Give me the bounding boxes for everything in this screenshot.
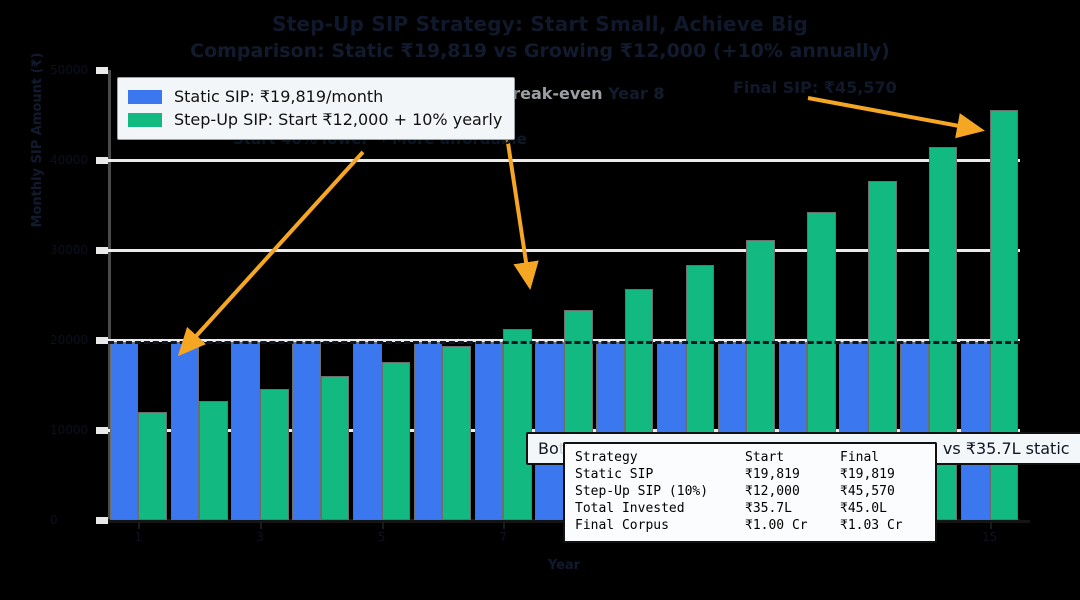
table-cell: ₹19,819 xyxy=(745,466,800,482)
gridline xyxy=(108,159,1020,162)
table-cell: ₹45,570 xyxy=(840,483,895,499)
banner-prefix: Bo xyxy=(538,439,559,458)
stats-header-final: Final xyxy=(840,450,880,465)
table-cell: ₹12,000 xyxy=(745,483,800,499)
bar-static-sip[interactable] xyxy=(109,341,139,520)
stats-table-grid: Strategy Start Final Static SIP ₹19,819 ₹1… xyxy=(575,450,925,534)
legend-swatch-stepup-icon xyxy=(128,112,162,127)
table-row: Total Invested ₹35.7L ₹45.0L xyxy=(575,501,925,518)
x-tick-mark xyxy=(138,522,141,529)
table-cell: ₹45.0L xyxy=(840,500,887,516)
stats-header-start: Start xyxy=(745,450,785,465)
bar-stepup-sip[interactable] xyxy=(442,346,471,520)
bar-static-sip[interactable] xyxy=(231,341,260,520)
bar-stepup-sip[interactable] xyxy=(260,389,289,520)
y-tick-mark xyxy=(96,67,108,74)
bar-static-sip[interactable] xyxy=(413,341,443,520)
bar-static-sip[interactable] xyxy=(474,341,504,520)
x-tick-label: 15 xyxy=(981,530,998,544)
bar-static-sip[interactable] xyxy=(535,341,564,520)
table-row: Static SIP ₹19,819 ₹19,819 xyxy=(575,467,925,484)
stats-table: Strategy Start Final Static SIP ₹19,819 ₹1… xyxy=(563,442,937,544)
x-tick-label: 5 xyxy=(377,530,386,544)
stats-header-strategy: Strategy xyxy=(575,450,638,465)
arrow-final-sip xyxy=(807,96,985,139)
x-tick-label: 7 xyxy=(499,530,508,544)
y-tick-label: 30000 xyxy=(50,243,89,257)
bar-stepup-sip[interactable] xyxy=(320,376,350,520)
y-tick-mark xyxy=(96,157,108,164)
y-tick-label: 40000 xyxy=(50,153,89,167)
stats-table-body: Static SIP ₹19,819 ₹19,819 Step-Up SIP (10%… xyxy=(575,467,925,535)
y-tick-label: 20000 xyxy=(50,333,89,347)
chart-legend: Static SIP: ₹19,819/month Step-Up SIP: S… xyxy=(117,77,516,140)
y-tick-mark xyxy=(96,337,108,344)
table-cell: Step-Up SIP (10%) xyxy=(575,483,709,499)
table-cell: Total Invested xyxy=(575,500,685,516)
y-axis-spine xyxy=(108,70,111,522)
table-cell: ₹1.03 Cr xyxy=(840,517,903,533)
breakeven-line xyxy=(108,340,1020,344)
x-tick-mark xyxy=(503,522,506,529)
table-row: Step-Up SIP (10%) ₹12,000 ₹45,570 xyxy=(575,484,925,501)
chart-title: Step-Up SIP Strategy: Start Small, Achie… xyxy=(272,12,808,36)
breakeven-text: Break-even xyxy=(500,84,603,103)
annotation-final-sip: Final SIP: ₹45,570 xyxy=(733,78,897,97)
bar-stepup-sip[interactable] xyxy=(381,361,411,520)
bar-stepup-sip[interactable] xyxy=(199,401,228,520)
table-cell: Static SIP xyxy=(575,466,654,482)
table-cell: ₹1.00 Cr xyxy=(745,517,808,533)
x-tick-label: 3 xyxy=(256,530,264,544)
x-axis-label: Year xyxy=(547,558,581,573)
bar-static-sip[interactable] xyxy=(961,341,990,520)
legend-swatch-static-icon xyxy=(128,89,162,104)
table-cell: Final Corpus xyxy=(575,517,669,533)
bar-stepup-sip[interactable] xyxy=(138,412,167,520)
x-tick-label: 1 xyxy=(134,530,143,544)
stats-table-head: Strategy Start Final xyxy=(575,450,925,467)
y-tick-mark xyxy=(96,247,108,254)
y-tick-label: 10000 xyxy=(50,423,89,437)
bar-static-sip[interactable] xyxy=(292,341,321,520)
y-tick-mark xyxy=(96,517,108,524)
table-row: Final Corpus ₹1.00 Cr ₹1.03 Cr xyxy=(575,518,925,535)
x-tick-mark xyxy=(381,522,384,529)
y-axis-label: Monthly SIP Amount (₹) xyxy=(30,52,45,228)
x-tick-mark xyxy=(989,522,992,529)
legend-item-stepup[interactable]: Step-Up SIP: Start ₹12,000 + 10% yearly xyxy=(128,108,502,131)
breakeven-year: Year 8 xyxy=(608,84,665,103)
x-tick-mark xyxy=(260,522,262,529)
table-cell: ₹19,819 xyxy=(840,466,895,482)
bar-static-sip[interactable] xyxy=(170,341,200,520)
y-tick-mark xyxy=(96,427,108,434)
bar-stepup-sip[interactable] xyxy=(503,328,532,520)
y-tick-label: 0 xyxy=(50,513,58,527)
legend-label-stepup: Step-Up SIP: Start ₹12,000 + 10% yearly xyxy=(174,110,503,129)
legend-label-static: Static SIP: ₹19,819/month xyxy=(174,87,384,106)
chart-subtitle: Comparison: Static ₹19,819 vs Growing ₹1… xyxy=(190,40,890,62)
legend-item-static[interactable]: Static SIP: ₹19,819/month xyxy=(128,85,502,108)
annotation-breakeven: Break-even Year 8 xyxy=(500,84,664,103)
y-tick-label: 50000 xyxy=(50,63,89,77)
arrow-affordable xyxy=(177,150,365,357)
gridline xyxy=(108,249,1020,252)
table-header-row: Strategy Start Final xyxy=(575,450,925,467)
table-cell: ₹35.7L xyxy=(745,500,792,516)
